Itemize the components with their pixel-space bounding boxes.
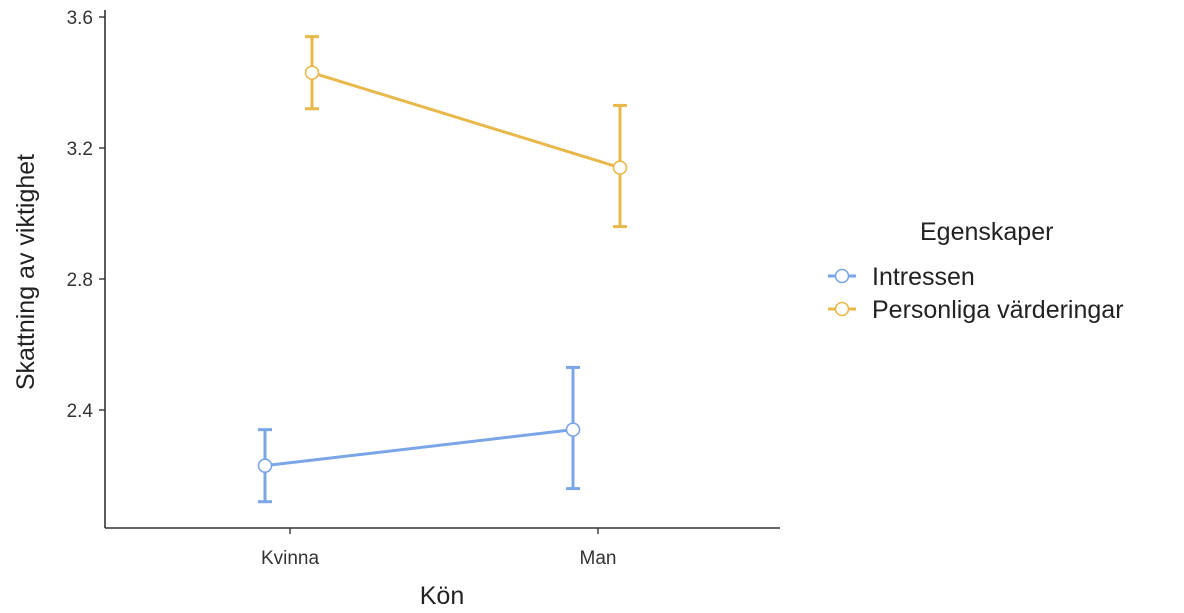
legend-label: Intressen: [872, 263, 975, 291]
legend-key: [828, 301, 856, 317]
series-line: [311, 71, 621, 170]
legend-key-point: [834, 268, 850, 284]
x-tick-label: Man: [580, 548, 617, 569]
x-axis-title: Kön: [420, 582, 464, 610]
y-tick-label: 2.8: [67, 270, 93, 291]
axes: 2.4 2.8 3.2 3.6 Kvinna Man: [67, 8, 780, 569]
data-point: [257, 458, 273, 473]
series-2: [304, 35, 628, 229]
legend-key: [828, 268, 856, 284]
legend: Egenskaper Intressen Personliga värdering…: [828, 218, 1124, 324]
series-line: [264, 428, 574, 468]
legend-title: Egenskaper: [920, 218, 1053, 246]
data-point: [565, 422, 581, 437]
x-tick-label: Kvinna: [261, 548, 320, 569]
y-tick-label: 3.6: [67, 8, 93, 29]
plot-area: [257, 35, 628, 504]
y-tick-label: 2.4: [67, 401, 94, 422]
legend-label: Personliga värderingar: [872, 296, 1124, 324]
y-axis-title: Skattning av viktighet: [12, 154, 40, 390]
data-point: [612, 160, 628, 175]
y-tick-label: 3.2: [67, 139, 93, 160]
legend-key-point: [834, 301, 850, 317]
data-point: [304, 65, 320, 80]
series-1: [257, 365, 581, 504]
